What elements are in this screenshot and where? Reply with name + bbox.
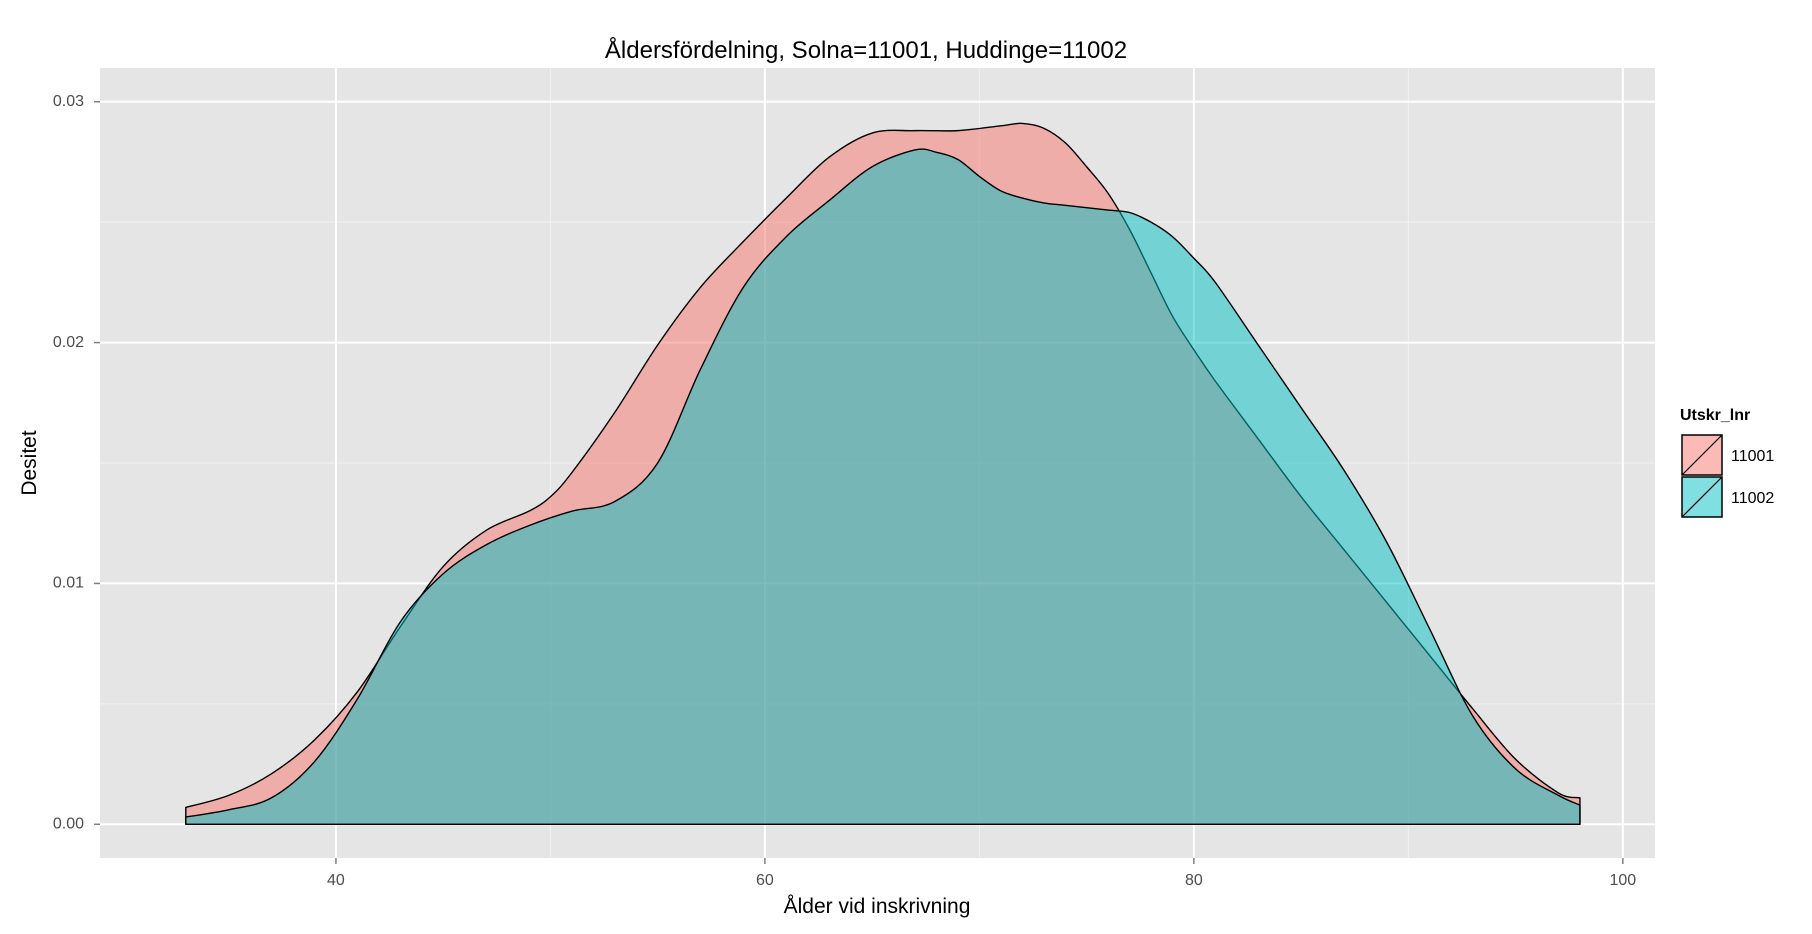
legend-title: Utskr_lnr [1680,407,1750,424]
legend-key-slash-11001 [1681,434,1723,476]
legend-label-11002: 11002 [1731,490,1774,507]
y-tick-label-0.03: 0.03 [53,93,84,110]
y-tick-label-0.01: 0.01 [53,575,84,592]
legend-item-11001: 11001 [1681,434,1774,476]
density-areas [185,122,1581,825]
y-tick-label-0.00: 0.00 [53,815,84,832]
axis-ticks [94,100,1624,864]
x-tick-label-60: 60 [756,872,774,889]
x-tick-label-80: 80 [1185,872,1203,889]
x-tick-label-40: 40 [327,872,345,889]
legend-label-11001: 11001 [1731,448,1774,465]
density-area-11002 [185,148,1581,825]
x-axis-title: Ålder vid inskrivning [784,895,971,918]
chart-title: Åldersfördelning, Solna=11001, Huddinge=… [605,36,1127,64]
y-axis-title: Desitet [18,430,41,496]
x-tick-label-100: 100 [1609,872,1636,889]
y-tick-label-0.02: 0.02 [53,334,84,351]
legend-key-slash-11002 [1681,476,1723,518]
legend-item-11002: 11002 [1681,476,1774,518]
legend: Utskr_lnr 11001 11002 [1680,407,1774,518]
